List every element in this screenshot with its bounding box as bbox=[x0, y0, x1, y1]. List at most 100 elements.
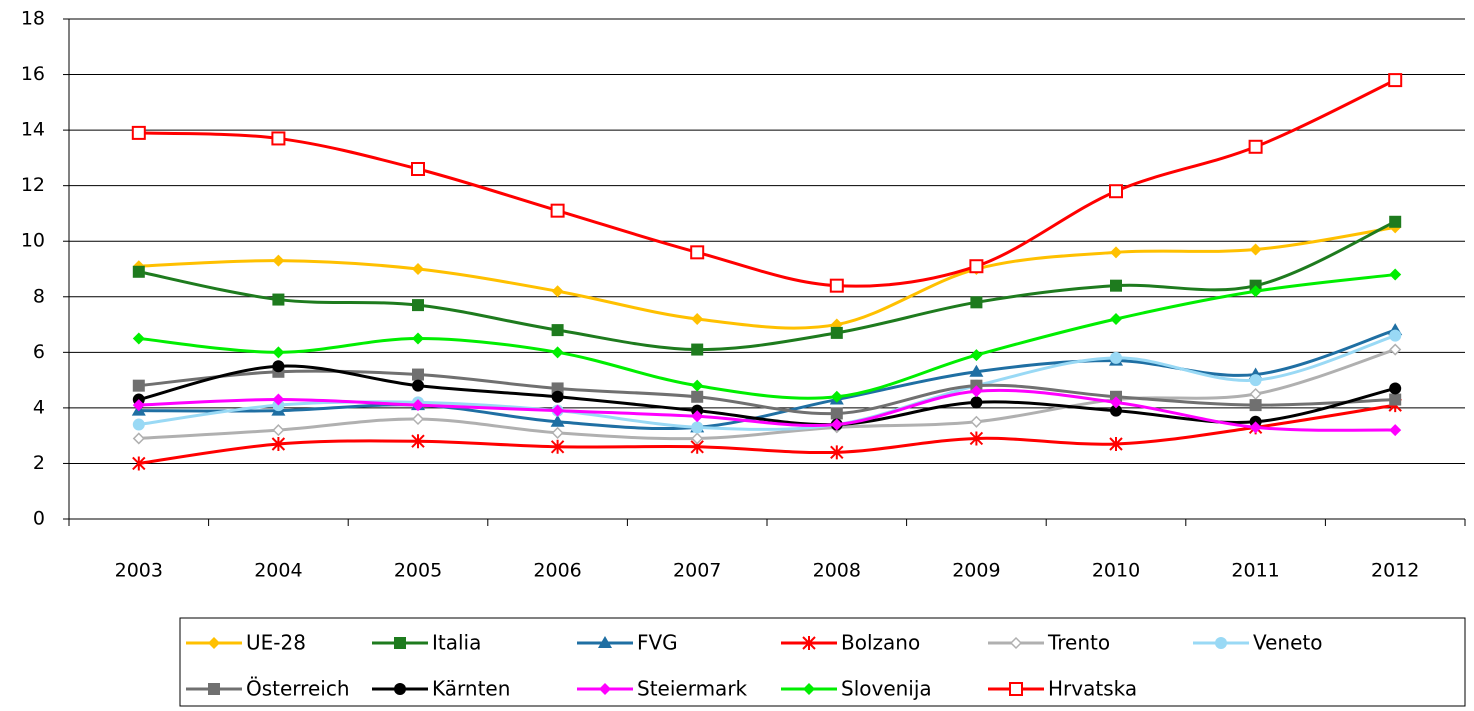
series-line bbox=[138, 364, 1396, 427]
y-tick-label: 10 bbox=[21, 230, 45, 252]
marker bbox=[1009, 636, 1023, 650]
marker bbox=[411, 434, 425, 449]
marker bbox=[1110, 351, 1122, 364]
legend: UE-28 Italia FVG Bolzano Trento Veneto Österre… bbox=[179, 617, 1466, 707]
legend-label: Steiermark bbox=[637, 677, 748, 701]
y-tick-label: 2 bbox=[33, 452, 45, 474]
marker bbox=[1109, 184, 1123, 199]
marker bbox=[1110, 313, 1122, 325]
y-tick-label: 14 bbox=[21, 119, 45, 141]
marker bbox=[272, 393, 285, 406]
marker bbox=[132, 265, 145, 278]
series-line bbox=[138, 403, 1396, 465]
marker bbox=[550, 439, 565, 454]
marker bbox=[271, 437, 286, 451]
marker bbox=[1389, 329, 1402, 342]
marker bbox=[1009, 682, 1023, 696]
marker bbox=[1110, 404, 1122, 417]
marker bbox=[1388, 73, 1403, 88]
marker bbox=[412, 263, 424, 275]
legend-label: Slovenija bbox=[841, 677, 932, 701]
marker bbox=[551, 285, 564, 298]
x-tick-label: 2012 bbox=[1371, 560, 1419, 582]
marker bbox=[132, 399, 145, 412]
legend-label: Bolzano bbox=[841, 631, 920, 655]
series-line bbox=[138, 388, 1396, 432]
y-tick-label: 8 bbox=[33, 285, 45, 307]
marker bbox=[970, 296, 983, 309]
marker bbox=[132, 456, 146, 471]
legend-label: Veneto bbox=[1253, 631, 1323, 655]
x-tick-label: 2004 bbox=[254, 560, 302, 582]
marker bbox=[691, 343, 704, 356]
marker bbox=[969, 364, 984, 377]
marker bbox=[691, 313, 704, 325]
marker bbox=[1215, 637, 1227, 649]
marker bbox=[969, 431, 984, 446]
y-tick-label: 12 bbox=[21, 174, 45, 196]
legend-box bbox=[179, 617, 1466, 707]
y-tick-label: 4 bbox=[33, 396, 45, 418]
marker bbox=[830, 407, 843, 420]
marker bbox=[412, 399, 424, 412]
series-line bbox=[138, 273, 1396, 400]
x-tick-label: 2006 bbox=[533, 560, 581, 582]
marker bbox=[412, 379, 424, 392]
marker bbox=[412, 332, 424, 345]
series-line bbox=[138, 220, 1396, 352]
marker bbox=[1110, 396, 1122, 409]
legend-label: Italia bbox=[432, 631, 481, 655]
marker bbox=[394, 683, 406, 695]
marker bbox=[272, 424, 285, 437]
marker bbox=[550, 414, 565, 427]
marker bbox=[1389, 424, 1402, 437]
legend-label: Österreich bbox=[246, 677, 350, 701]
marker bbox=[1389, 215, 1402, 228]
marker bbox=[691, 410, 704, 423]
marker bbox=[970, 396, 983, 409]
marker bbox=[1389, 268, 1402, 281]
y-tick-label: 16 bbox=[21, 63, 45, 85]
series-line bbox=[138, 348, 1396, 441]
y-tick-label: 6 bbox=[33, 341, 45, 363]
marker bbox=[551, 390, 564, 403]
legend-label: Hrvatska bbox=[1048, 677, 1137, 701]
marker bbox=[551, 404, 564, 417]
marker bbox=[1249, 243, 1262, 256]
series-line bbox=[138, 225, 1396, 330]
marker bbox=[208, 683, 220, 695]
marker bbox=[1110, 246, 1122, 259]
marker bbox=[550, 203, 565, 218]
marker bbox=[803, 683, 815, 695]
marker bbox=[802, 636, 816, 650]
marker bbox=[1249, 374, 1262, 387]
marker bbox=[1249, 285, 1262, 298]
marker bbox=[830, 326, 843, 339]
marker bbox=[969, 259, 984, 274]
marker bbox=[132, 418, 145, 431]
legend-label: FVG bbox=[637, 631, 678, 655]
marker bbox=[272, 293, 285, 306]
marker bbox=[412, 299, 424, 312]
marker bbox=[691, 432, 704, 445]
series-line bbox=[138, 78, 1396, 288]
marker bbox=[599, 683, 611, 695]
marker bbox=[411, 412, 425, 426]
x-tick-label: 2007 bbox=[673, 560, 721, 582]
marker bbox=[551, 382, 564, 395]
marker bbox=[830, 445, 844, 460]
marker bbox=[1109, 437, 1123, 451]
marker bbox=[1249, 421, 1262, 434]
marker bbox=[551, 324, 564, 337]
marker bbox=[970, 415, 983, 428]
marker bbox=[132, 332, 145, 345]
marker bbox=[1249, 399, 1262, 412]
y-tick-label: 0 bbox=[33, 508, 45, 530]
legend-label: Kärnten bbox=[432, 677, 510, 701]
marker bbox=[1110, 279, 1122, 292]
marker bbox=[411, 162, 425, 176]
series-line bbox=[138, 369, 1396, 416]
marker bbox=[272, 360, 285, 373]
marker bbox=[691, 379, 704, 392]
